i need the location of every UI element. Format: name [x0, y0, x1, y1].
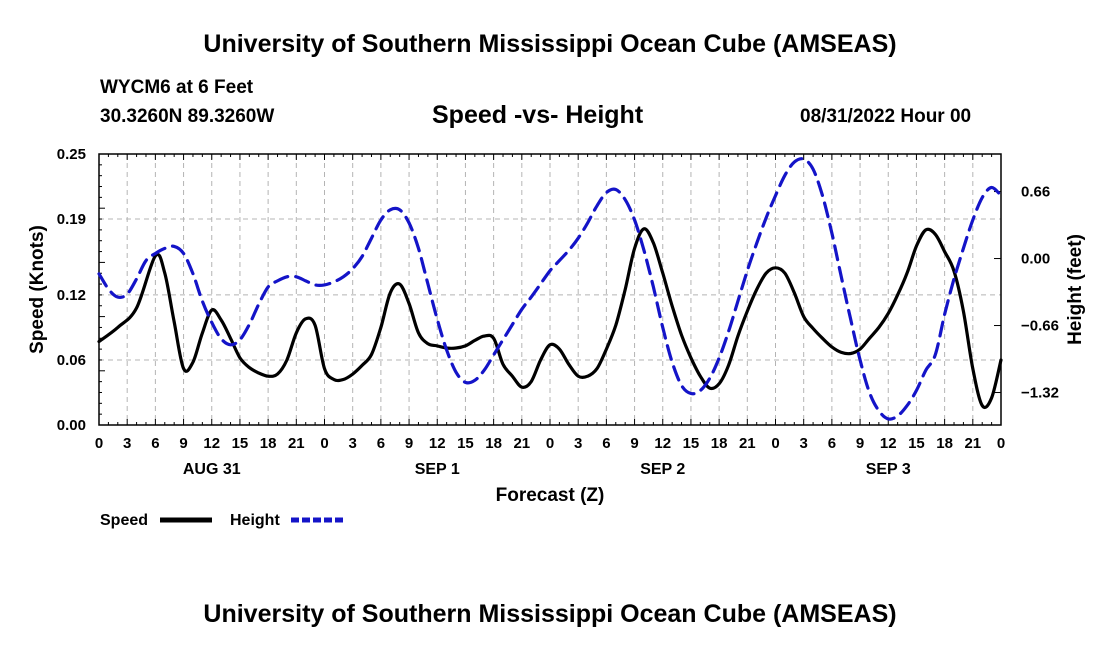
x-tick-label: 0: [771, 435, 779, 452]
y2-axis-label: Height (feet): [1065, 234, 1086, 345]
station-label: WYCM6 at 6 Feet: [100, 77, 254, 98]
x-tick-label: 6: [151, 435, 159, 452]
x-tick-label: 15: [457, 435, 474, 452]
x-tick-label: 18: [711, 435, 728, 452]
legend-label-speed: Speed: [100, 512, 148, 529]
x-tick-label: 12: [654, 435, 671, 452]
height-series-line: [97, 157, 1003, 421]
y-tick-label: 0.00: [57, 417, 86, 434]
x-tick-label: 3: [800, 435, 808, 452]
x-tick-label: 21: [513, 435, 530, 452]
x-tick-label: 15: [908, 435, 925, 452]
y-tick-label: 0.06: [57, 352, 86, 369]
x-tick-label: 12: [880, 435, 897, 452]
x-tick-label: 9: [405, 435, 413, 452]
x-tick-label: 12: [203, 435, 220, 452]
x-tick-label: 0: [320, 435, 328, 452]
y2-tick-label: 0.00: [1021, 251, 1050, 268]
x-tick-label: 0: [997, 435, 1005, 452]
x-tick-label: 21: [739, 435, 756, 452]
x-tick-label: 0: [546, 435, 554, 452]
x-tick-label: 21: [288, 435, 305, 452]
day-label: AUG 31: [183, 461, 241, 478]
y2-tick-label: −1.32: [1021, 385, 1059, 402]
page-title: University of Southern Mississippi Ocean…: [203, 30, 897, 58]
chart-title: Speed -vs- Height: [432, 101, 644, 129]
footer-title: University of Southern Mississippi Ocean…: [203, 600, 897, 628]
x-tick-label: 21: [964, 435, 981, 452]
day-label: SEP 3: [866, 461, 911, 478]
x-tick-label: 18: [260, 435, 277, 452]
x-tick-label: 15: [232, 435, 249, 452]
x-tick-label: 15: [683, 435, 700, 452]
y2-tick-label: 0.66: [1021, 184, 1050, 201]
x-tick-label: 9: [630, 435, 638, 452]
speed-series-line: [97, 227, 1003, 410]
speed-height-chart: 0 3 6 9 12 15 18 21 0 3 6 9 12 15 18 21 0 3 6 9 12 15 18 21 0 3 6 9…: [27, 146, 1086, 529]
coordinates-label: 30.3260N 89.3260W: [100, 106, 275, 127]
x-tick-label: 3: [574, 435, 582, 452]
x-tick-label: 3: [123, 435, 131, 452]
y-tick-label: 0.19: [57, 211, 86, 228]
x-tick-label: 0: [95, 435, 103, 452]
y-axis-label: Speed (Knots): [27, 225, 48, 354]
x-tick-label: 3: [349, 435, 357, 452]
y-tick-label: 0.25: [57, 146, 86, 163]
y2-tick-label: −0.66: [1021, 318, 1059, 335]
day-label: SEP 2: [640, 461, 685, 478]
x-axis-label: Forecast (Z): [496, 485, 605, 506]
y-tick-label: 0.12: [57, 287, 86, 304]
x-tick-label: 6: [828, 435, 836, 452]
x-tick-label: 9: [856, 435, 864, 452]
legend-label-height: Height: [230, 512, 280, 529]
x-tick-label: 9: [179, 435, 187, 452]
x-tick-label: 6: [377, 435, 385, 452]
datetime-label: 08/31/2022 Hour 00: [800, 106, 972, 127]
x-tick-label: 6: [602, 435, 610, 452]
day-label: SEP 1: [415, 461, 460, 478]
x-tick-label: 18: [936, 435, 953, 452]
x-tick-label: 18: [485, 435, 502, 452]
x-tick-label: 12: [429, 435, 446, 452]
